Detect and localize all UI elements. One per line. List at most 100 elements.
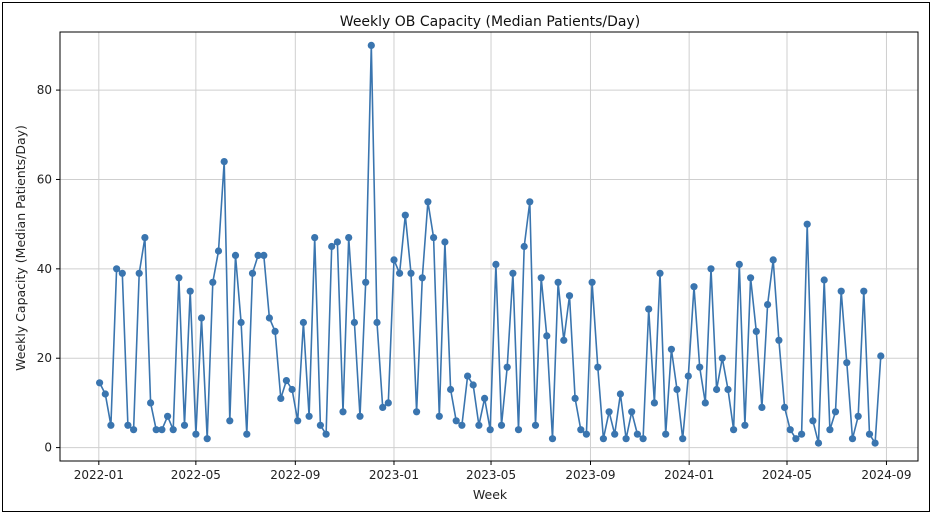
data-point <box>588 278 596 286</box>
plot-area <box>59 31 919 462</box>
data-point <box>209 278 217 286</box>
data-point <box>871 439 879 447</box>
data-point <box>747 274 755 282</box>
data-point <box>599 435 608 443</box>
data-point <box>865 430 874 438</box>
data-point <box>147 399 155 407</box>
data-point <box>311 234 319 242</box>
data-point <box>271 327 279 335</box>
data-point <box>345 234 353 242</box>
data-point <box>616 390 625 398</box>
data-point <box>356 412 364 420</box>
data-point <box>186 287 194 295</box>
y-axis: 0 20 40 60 80 <box>37 83 60 455</box>
data-point <box>481 394 489 402</box>
data-point <box>164 412 172 420</box>
data-point <box>798 430 806 438</box>
data-point <box>407 269 415 277</box>
y-tick-label: 60 <box>37 172 52 186</box>
data-point <box>690 283 698 291</box>
data-point <box>701 399 709 407</box>
y-axis-label: Weekly Capacity (Median Patients/Day) <box>13 125 28 371</box>
data-point <box>169 426 177 434</box>
data-point <box>554 278 562 286</box>
data-point <box>231 251 240 259</box>
data-point <box>543 332 551 340</box>
data-point <box>730 426 738 434</box>
x-tick-label: 2023-01 <box>369 468 419 482</box>
data-point <box>696 363 704 371</box>
data-point <box>639 435 647 443</box>
x-tick-label: 2022-05 <box>171 468 221 482</box>
data-point <box>831 408 840 416</box>
data-point <box>605 408 613 416</box>
x-axis: 2022-01 2022-05 2022-09 2023-01 2023-05 2023-… <box>74 461 912 482</box>
data-point <box>786 426 794 434</box>
data-point <box>435 412 443 420</box>
data-point <box>520 242 528 251</box>
data-point <box>362 278 370 286</box>
data-point <box>118 269 126 277</box>
data-point <box>503 363 511 371</box>
data-point <box>379 403 387 411</box>
data-point <box>820 276 828 284</box>
data-point <box>837 287 845 295</box>
data-point <box>339 408 347 416</box>
data-point <box>350 318 358 327</box>
data-point <box>741 421 749 429</box>
data-point <box>684 372 692 380</box>
y-tick-label: 0 <box>44 441 52 455</box>
data-point <box>662 430 670 438</box>
chart-title: Weekly OB Capacity (Median Patients/Day) <box>340 14 640 30</box>
data-points <box>96 41 885 447</box>
data-point <box>96 379 104 387</box>
data-point <box>809 417 817 425</box>
data-point <box>724 385 732 394</box>
data-point <box>237 318 245 327</box>
x-tick-label: 2022-09 <box>270 468 320 482</box>
data-point <box>430 234 438 242</box>
data-point <box>769 256 777 264</box>
data-point <box>396 269 404 277</box>
data-point <box>447 385 455 394</box>
data-point <box>288 385 296 394</box>
data-point <box>384 399 392 407</box>
data-point <box>158 426 166 434</box>
series-line <box>98 44 882 444</box>
data-point <box>175 274 183 282</box>
data-point <box>577 426 585 434</box>
x-tick-label: 2023-09 <box>565 468 615 482</box>
x-axis-label: Week <box>473 487 508 502</box>
data-point <box>475 421 483 429</box>
data-point <box>328 242 336 251</box>
data-point <box>401 211 409 219</box>
data-point <box>707 265 715 273</box>
data-point <box>814 439 823 447</box>
data-point <box>322 430 330 438</box>
data-point <box>673 385 681 394</box>
data-point <box>514 426 523 434</box>
data-point <box>679 435 687 443</box>
data-point <box>248 269 257 277</box>
data-point <box>113 265 121 273</box>
data-point <box>611 430 619 438</box>
data-point <box>877 352 885 360</box>
data-point <box>792 435 800 443</box>
data-point <box>469 381 477 389</box>
data-point <box>752 327 760 335</box>
data-point <box>124 421 132 429</box>
x-tick-label: 2024-09 <box>861 468 911 482</box>
data-point <box>594 363 602 371</box>
data-point <box>650 399 659 407</box>
data-point <box>316 421 324 429</box>
data-point <box>486 426 494 434</box>
data-point <box>628 408 636 416</box>
data-point <box>848 435 857 443</box>
data-point <box>509 269 517 277</box>
data-point <box>367 41 375 50</box>
data-point <box>214 247 223 255</box>
grid <box>60 32 918 461</box>
data-point <box>526 198 534 206</box>
data-point <box>758 403 766 411</box>
